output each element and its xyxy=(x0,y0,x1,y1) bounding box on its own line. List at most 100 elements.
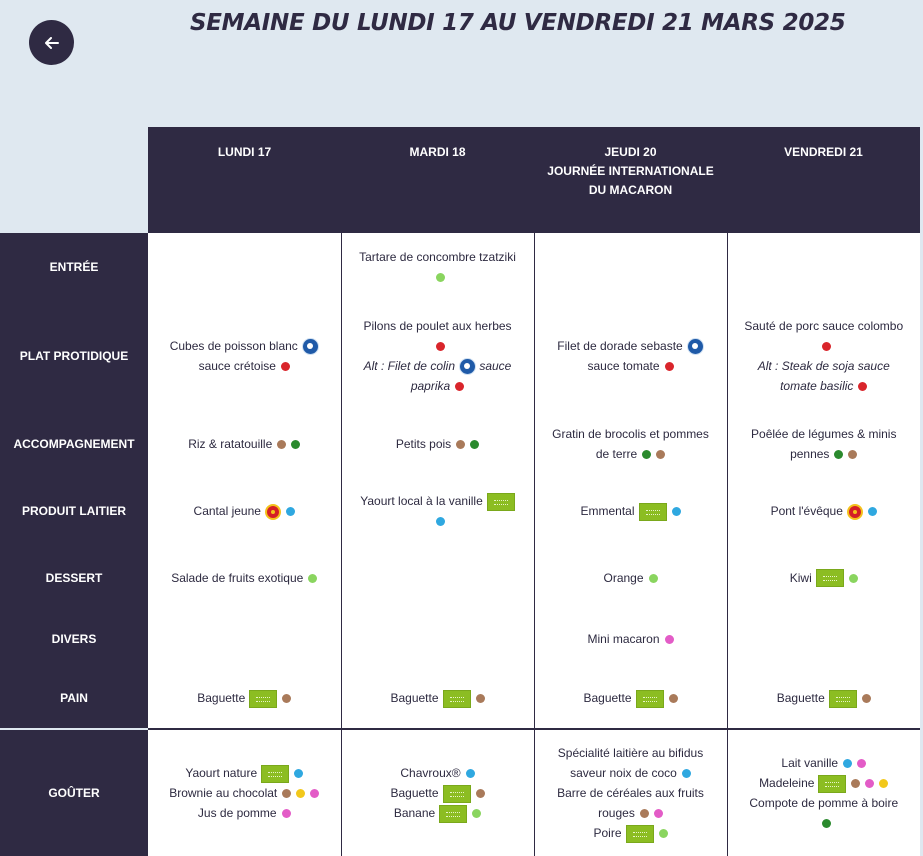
menu-item: Baguette xyxy=(354,688,522,708)
row-label: ACCOMPAGNEMENT xyxy=(0,411,148,476)
menu-cell xyxy=(148,609,341,668)
table-row: DIVERS Mini macaron xyxy=(0,609,920,668)
msc-label-icon xyxy=(686,338,704,356)
bio-label-icon xyxy=(818,774,847,793)
yellow-dot-icon xyxy=(296,789,306,799)
blue-dot-icon xyxy=(285,507,295,517)
menu-item-text: Petits pois xyxy=(395,436,452,451)
menu-item-suffix: sauce xyxy=(476,359,512,373)
menu-cell: Gratin de brocolis et pommes de terre xyxy=(533,411,727,476)
menu-item: Kiwi xyxy=(740,568,909,588)
menu-item: Cantal jeune xyxy=(160,501,329,521)
bio-label-icon xyxy=(442,784,471,803)
menu-cell: Spécialité laitière au bifidus saveur noi… xyxy=(533,728,727,856)
menu-item-text: Pont l'évêque xyxy=(770,504,843,518)
menu-item-text: sauce tomate xyxy=(587,359,660,373)
brown-dot-icon xyxy=(456,439,466,449)
menu-item: Riz & ratatouille xyxy=(160,434,329,454)
row-label: DIVERS xyxy=(0,609,148,668)
menu-item-text: Emmental xyxy=(580,504,635,518)
menu-item-text: Cantal jeune xyxy=(193,504,261,518)
menu-item: pennes xyxy=(740,444,909,464)
menu-item-text: rouges xyxy=(598,806,635,820)
menu-item-text: Baguette xyxy=(583,691,632,705)
brown-dot-icon xyxy=(639,809,649,819)
red-dot-icon xyxy=(455,382,465,392)
brown-dot-icon xyxy=(282,789,292,799)
menu-item: Yaourt local à la vanille xyxy=(354,491,522,511)
menu-cell: Cantal jeune xyxy=(148,476,341,546)
bio-label-icon xyxy=(625,824,654,843)
menu-cell: Petits pois xyxy=(340,411,534,476)
menu-item-text: Alt : Steak de soja sauce xyxy=(757,359,890,373)
menu-item: Spécialité laitière au bifidus xyxy=(547,743,715,763)
blue-dot-icon xyxy=(671,507,681,517)
blue-dot-icon xyxy=(681,769,691,779)
pink-dot-icon xyxy=(310,789,320,799)
blue-dot-icon xyxy=(435,517,445,527)
menu-item-text: Pilons de poulet aux herbes xyxy=(363,319,512,333)
menu-item-text: Brownie au chocolat xyxy=(169,786,278,800)
day-header: LUNDI 17 xyxy=(148,127,341,233)
menu-item-text: Compote de pomme à boire xyxy=(749,796,899,810)
row-label: GOÛTER xyxy=(0,728,148,856)
menu-cell: Sauté de porc sauce colombo Alt : Steak d… xyxy=(726,301,920,411)
menu-item: Pont l'évêque xyxy=(740,501,909,521)
menu-item: Petits pois xyxy=(354,434,522,454)
menu-item: Gratin de brocolis et pommes xyxy=(547,424,715,444)
menu-item: sauce tomate xyxy=(547,356,715,376)
menu-item-text: tomate basilic xyxy=(780,379,854,393)
menu-item xyxy=(740,813,909,833)
menu-item: de terre xyxy=(547,444,715,464)
menu-item: paprika xyxy=(354,376,522,396)
pink-dot-icon xyxy=(653,809,663,819)
blue-dot-icon xyxy=(843,759,853,769)
dgreen-dot-icon xyxy=(470,439,480,449)
menu-cell: Baguette xyxy=(148,668,341,729)
dgreen-dot-icon xyxy=(642,449,652,459)
day-label: LUNDI 17 xyxy=(217,145,272,159)
day-label: JOURNÉE INTERNATIONALE xyxy=(547,164,714,178)
menu-item-text: Yaourt local à la vanille xyxy=(360,494,483,508)
menu-item-text: Baguette xyxy=(776,691,825,705)
red-dot-icon xyxy=(821,342,831,352)
green-dot-icon xyxy=(658,829,668,839)
menu-item-text: Salade de fruits exotique xyxy=(171,570,304,585)
menu-item: Baguette xyxy=(740,688,909,708)
menu-item: Sauté de porc sauce colombo xyxy=(740,316,909,336)
menu-cell xyxy=(148,233,341,301)
day-header-row: LUNDI 17 MARDI 18 JEUDI 20 JOURNÉE INTERN… xyxy=(0,127,920,233)
bio-label-icon xyxy=(828,689,857,708)
menu-item-text: Lait vanille xyxy=(781,756,839,770)
menu-item: Emmental xyxy=(547,501,715,521)
msc-label-icon xyxy=(459,358,476,376)
day-header: VENDREDI 21 xyxy=(727,127,920,233)
menu-cell: Filet de dorade sebaste sauce tomate xyxy=(533,301,727,411)
green-dot-icon xyxy=(848,573,858,583)
brown-dot-icon xyxy=(277,439,287,449)
menu-item: Cubes de poisson blanc xyxy=(160,336,329,356)
back-button[interactable] xyxy=(29,20,74,65)
green-dot-icon xyxy=(308,573,318,583)
brown-dot-icon xyxy=(668,694,678,704)
menu-item-text: Baguette xyxy=(390,786,439,800)
row-label: ENTRÉE xyxy=(0,233,148,301)
menu-item: sauce crétoise xyxy=(160,356,329,376)
menu-item-text: de terre xyxy=(595,446,638,461)
page-title: SEMAINE DU LUNDI 17 AU VENDREDI 21 MARS … xyxy=(190,10,846,36)
table-row: PAIN Baguette Baguette Baguette Baguette xyxy=(0,668,920,729)
menu-item: saveur noix de coco xyxy=(547,763,715,783)
dgreen-dot-icon xyxy=(291,439,301,449)
red-dot-icon xyxy=(858,382,868,392)
brown-dot-icon xyxy=(848,449,858,459)
menu-item: Alt : Steak de soja sauce xyxy=(740,356,909,376)
menu-item: Poire xyxy=(547,823,715,843)
menu-item: Baguette xyxy=(160,688,329,708)
dgreen-dot-icon xyxy=(834,449,844,459)
menu-item: Lait vanille xyxy=(740,753,909,773)
menu-item-text: Orange xyxy=(603,570,644,585)
menu-item-text: paprika xyxy=(410,379,451,393)
menu-item: Madeleine xyxy=(740,773,909,793)
menu-cell xyxy=(340,609,534,668)
menu-item xyxy=(354,336,522,356)
